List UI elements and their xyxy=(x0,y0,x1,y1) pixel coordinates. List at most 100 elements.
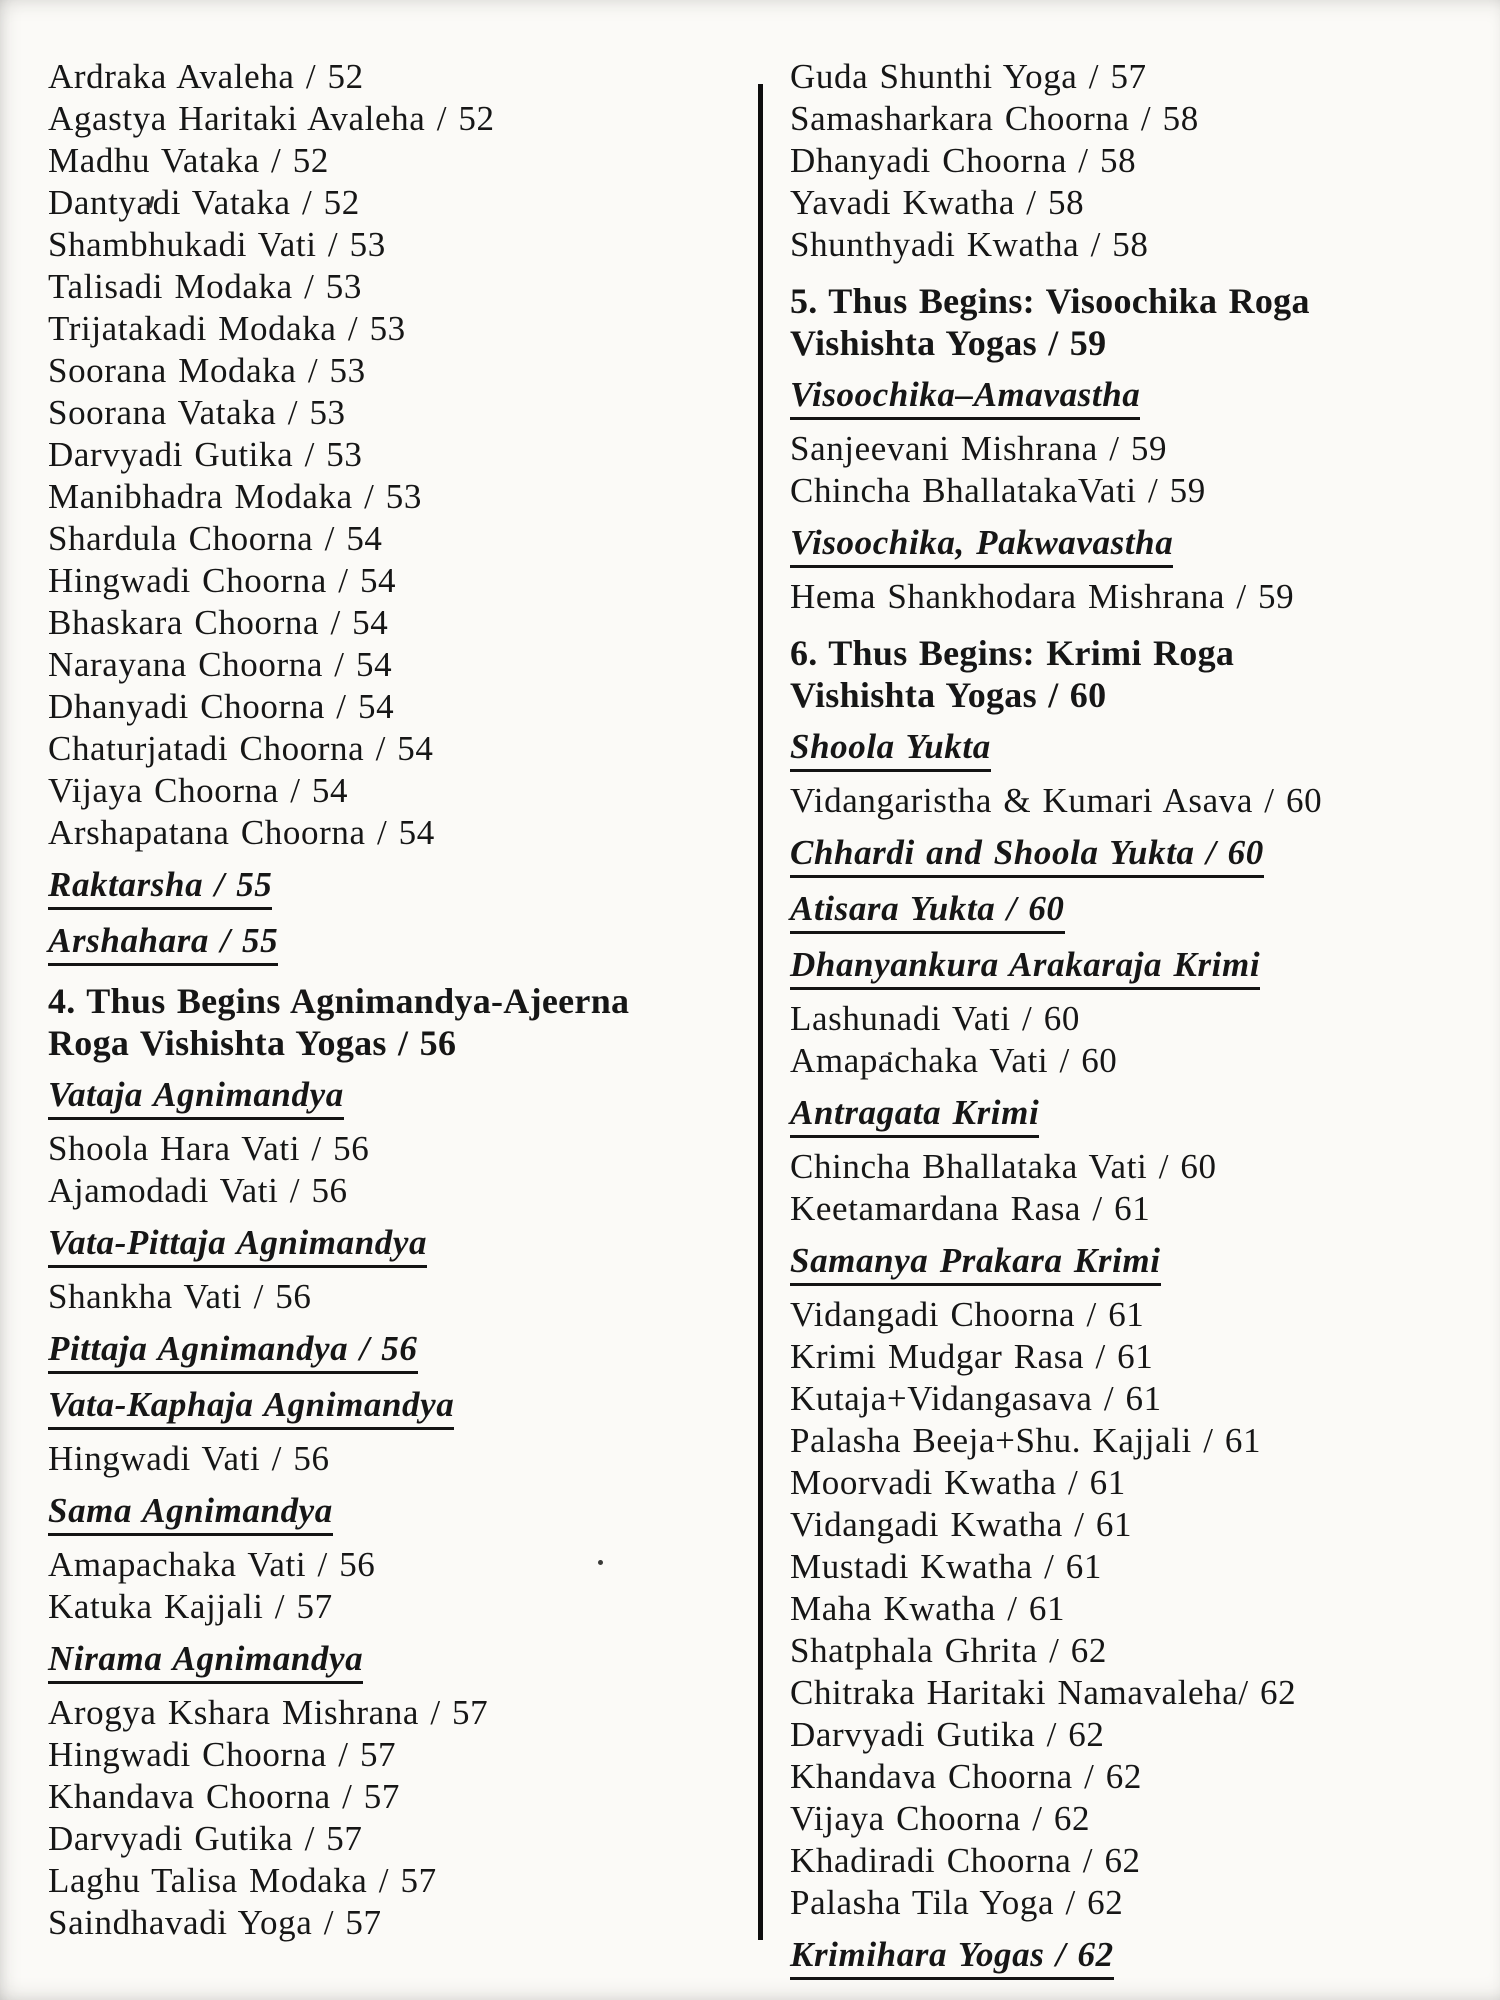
toc-subheading: Arshahara / 55 xyxy=(48,920,754,966)
toc-entry: Khandava Choorna / 57 xyxy=(48,1777,400,1816)
toc-entry: Darvyadi Gutika / 62 xyxy=(790,1715,1105,1754)
toc-entry: Shunthyadi Kwatha / 58 xyxy=(790,225,1149,264)
toc-entry: Agastya Haritaki Avaleha / 52 xyxy=(48,99,495,138)
toc-entry: Chincha BhallatakaVati / 59 xyxy=(790,471,1206,510)
toc-chapter-heading: 6. Thus Begins: Krimi Roga xyxy=(790,633,1235,673)
toc-entry: Dhanyadi Choorna / 58 xyxy=(790,141,1137,180)
toc-subheading: Pittaja Agnimandya / 56 xyxy=(48,1328,754,1374)
toc-subheading-text: Nirama Agnimandya xyxy=(48,1638,364,1684)
toc-chapter-heading: Vishishta Yogas / 60 xyxy=(790,675,1107,715)
toc-chapter-heading: 5. Thus Begins: Visoochika Roga xyxy=(790,281,1310,321)
toc-entry: Khandava Choorna / 62 xyxy=(790,1757,1142,1796)
column-divider-rule xyxy=(758,84,763,1940)
toc-subheading-text: Vata-Pittaja Agnimandya xyxy=(48,1222,428,1268)
toc-entry: Moorvadi Kwatha / 61 xyxy=(790,1463,1126,1502)
toc-chapter-heading: Vishishta Yogas / 59 xyxy=(790,323,1107,363)
toc-chapter-heading: Roga Vishishta Yogas / 56 xyxy=(48,1023,457,1063)
toc-entry: Laghu Talisa Modaka / 57 xyxy=(48,1861,437,1900)
toc-entry: Maha Kwatha / 61 xyxy=(790,1589,1066,1628)
toc-entry: Katuka Kajjali / 57 xyxy=(48,1587,333,1626)
toc-subheading: Visoochika, Pakwavastha xyxy=(790,522,1490,568)
toc-entry: Soorana Modaka / 53 xyxy=(48,351,366,390)
toc-entry: Hema Shankhodara Mishrana / 59 xyxy=(790,577,1295,616)
toc-entry: Krimi Mudgar Rasa / 61 xyxy=(790,1337,1154,1376)
toc-subheading: Visoochika–Amavastha xyxy=(790,374,1490,420)
toc-entry: Shoola Hara Vati / 56 xyxy=(48,1129,370,1168)
toc-entry: Hingwadi Choorna / 54 xyxy=(48,561,397,600)
toc-entry: Ardraka Avaleha / 52 xyxy=(48,57,364,96)
toc-subheading-text: Krimihara Yogas / 62 xyxy=(790,1934,1114,1980)
toc-entry: Sanjeevani Mishrana / 59 xyxy=(790,429,1168,468)
toc-entry: Shankha Vati / 56 xyxy=(48,1277,312,1316)
toc-column-left: Ardraka Avaleha / 52 Agastya Haritaki Ava… xyxy=(48,56,754,1944)
toc-entry: Chincha Bhallataka Vati / 60 xyxy=(790,1147,1217,1186)
toc-entry: Hingwadi Choorna / 57 xyxy=(48,1735,397,1774)
toc-entry: Mustadi Kwatha / 61 xyxy=(790,1547,1102,1586)
toc-subheading-text: Shoola Yukta xyxy=(790,726,991,772)
toc-subheading: Chhardi and Shoola Yukta / 60 xyxy=(790,832,1490,878)
toc-subheading-text: Sama Agnimandya xyxy=(48,1490,333,1536)
toc-subheading: Sama Agnimandya xyxy=(48,1490,754,1536)
toc-subheading-text: Pittaja Agnimandya / 56 xyxy=(48,1328,418,1374)
toc-chapter-heading: 4. Thus Begins Agnimandya-Ajeerna xyxy=(48,981,630,1021)
toc-entry: Talisadi Modaka / 53 xyxy=(48,267,362,306)
toc-entry: Ajamodadi Vati / 56 xyxy=(48,1171,348,1210)
toc-entry: Shardula Choorna / 54 xyxy=(48,519,383,558)
toc-entry: Shatphala Ghrita / 62 xyxy=(790,1631,1108,1670)
toc-entry: Yavadi Kwatha / 58 xyxy=(790,183,1085,222)
toc-subheading-text: Vata-Kaphaja Agnimandya xyxy=(48,1384,455,1430)
toc-subheading-text: Visoochika, Pakwavastha xyxy=(790,522,1174,568)
toc-entry: Guda Shunthi Yoga / 57 xyxy=(790,57,1147,96)
toc-entry: Keetamardana Rasa / 61 xyxy=(790,1189,1151,1228)
toc-entry: Lashunadi Vati / 60 xyxy=(790,999,1080,1038)
toc-subheading: Antragata Krimi xyxy=(790,1092,1490,1138)
toc-entry: Amapachaka Vati / 56 xyxy=(48,1545,376,1584)
toc-subheading-text: Visoochika–Amavastha xyxy=(790,374,1141,420)
toc-entry: Vijaya Choorna / 54 xyxy=(48,771,349,810)
scan-artifact xyxy=(888,1052,892,1055)
toc-subheading-text: Chhardi and Shoola Yukta / 60 xyxy=(790,832,1264,878)
toc-subheading-text: Raktarsha / 55 xyxy=(48,864,273,910)
toc-subheading-text: Vataja Agnimandya xyxy=(48,1074,344,1120)
toc-entry: Vidangadi Choorna / 61 xyxy=(790,1295,1145,1334)
toc-entry: Vidangaristha & Kumari Asava / 60 xyxy=(790,781,1323,820)
toc-entry: Chitraka Haritaki Namavaleha/ 62 xyxy=(790,1673,1297,1712)
toc-entry: Soorana Vataka / 53 xyxy=(48,393,346,432)
toc-entry: Vijaya Choorna / 62 xyxy=(790,1799,1091,1838)
toc-entry: Saindhavadi Yoga / 57 xyxy=(48,1903,382,1942)
scan-artifact xyxy=(598,1560,603,1565)
toc-entry: Vidangadi Kwatha / 61 xyxy=(790,1505,1133,1544)
toc-entry: Narayana Choorna / 54 xyxy=(48,645,393,684)
toc-subheading: Vata-Pittaja Agnimandya xyxy=(48,1222,754,1268)
toc-subheading: Raktarsha / 55 xyxy=(48,864,754,910)
toc-subheading: Atisara Yukta / 60 xyxy=(790,888,1490,934)
toc-entry: Arshapatana Choorna / 54 xyxy=(48,813,435,852)
toc-entry: Darvyadi Gutika / 57 xyxy=(48,1819,363,1858)
toc-entry: Shambhukadi Vati / 53 xyxy=(48,225,386,264)
toc-subheading: Dhanyankura Arakaraja Krimi xyxy=(790,944,1490,990)
toc-entry: Samasharkara Choorna / 58 xyxy=(790,99,1199,138)
toc-entry: Dhanyadi Choorna / 54 xyxy=(48,687,395,726)
toc-subheading-text: Samanya Prakara Krimi xyxy=(790,1240,1161,1286)
toc-entry: Madhu Vataka / 52 xyxy=(48,141,329,180)
toc-entry: Dantyadi Vataka / 52 xyxy=(48,183,360,222)
toc-subheading-text: Dhanyankura Arakaraja Krimi xyxy=(790,944,1261,990)
toc-entry: Kutaja+Vidangasava / 61 xyxy=(790,1379,1162,1418)
toc-entry: Arogya Kshara Mishrana / 57 xyxy=(48,1693,489,1732)
toc-subheading: Krimihara Yogas / 62 xyxy=(790,1934,1490,1980)
toc-subheading: Shoola Yukta xyxy=(790,726,1490,772)
toc-entry: Khadiradi Choorna / 62 xyxy=(790,1841,1141,1880)
toc-entry: Palasha Tila Yoga / 62 xyxy=(790,1883,1124,1922)
toc-entry: Chaturjatadi Choorna / 54 xyxy=(48,729,434,768)
toc-entry: Trijatakadi Modaka / 53 xyxy=(48,309,406,348)
toc-entry: Palasha Beeja+Shu. Kajjali / 61 xyxy=(790,1421,1262,1460)
toc-entry: Hingwadi Vati / 56 xyxy=(48,1439,330,1478)
toc-entry: Darvyadi Gutika / 53 xyxy=(48,435,363,474)
toc-subheading: Nirama Agnimandya xyxy=(48,1638,754,1684)
toc-entry: Bhaskara Choorna / 54 xyxy=(48,603,389,642)
toc-subheading: Vataja Agnimandya xyxy=(48,1074,754,1120)
toc-column-right: Guda Shunthi Yoga / 57 Samasharkara Choor… xyxy=(790,56,1490,1988)
toc-entry: Manibhadra Modaka / 53 xyxy=(48,477,422,516)
toc-subheading-text: Atisara Yukta / 60 xyxy=(790,888,1065,934)
